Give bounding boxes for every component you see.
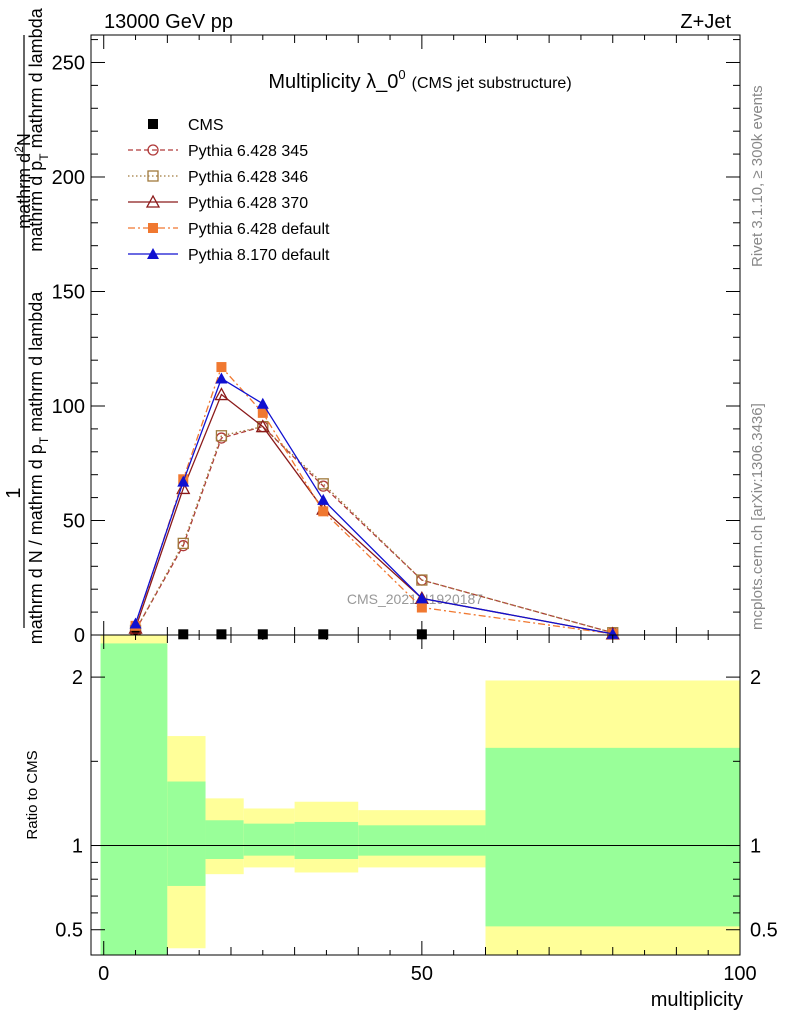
y-tick-label: 100 bbox=[52, 396, 85, 418]
main-series bbox=[128, 362, 620, 640]
x-axis-label: multiplicity bbox=[651, 989, 743, 1011]
main-y-axis-label: 1 mathrm d2N mathrm d pT mathrm d lambda… bbox=[3, 7, 51, 644]
ratio-bands bbox=[91, 635, 740, 955]
ratio-band-green bbox=[358, 825, 486, 856]
marker-triangle-open bbox=[214, 387, 229, 401]
x-tick-label: 0 bbox=[98, 963, 109, 985]
y-tick-label: 200 bbox=[52, 167, 85, 189]
ratio-band-green bbox=[294, 821, 359, 859]
legend-label: Pythia 6.428 370 bbox=[188, 195, 308, 212]
marker-square bbox=[216, 362, 227, 373]
marker-triangle bbox=[129, 617, 142, 629]
main-axis-ticks: 0 50 100 150 200 250 bbox=[52, 35, 741, 647]
watermark: CMS_2021_I1920187 bbox=[347, 591, 483, 607]
series-cms bbox=[130, 629, 618, 640]
marker-square bbox=[257, 629, 268, 640]
x-tick-label: 100 bbox=[723, 963, 756, 985]
marker-square bbox=[416, 602, 427, 613]
marker-triangle bbox=[606, 627, 619, 639]
legend-label: CMS bbox=[188, 117, 224, 134]
marker-square bbox=[178, 629, 189, 640]
marker-square-open bbox=[147, 170, 159, 182]
y-tick-label: 150 bbox=[52, 281, 85, 303]
ratio-y-tick-label: 2 bbox=[72, 667, 83, 689]
legend-label: Pythia 6.428 346 bbox=[188, 169, 308, 186]
marker-square-open bbox=[215, 430, 228, 442]
y-label-main-a: mathrm d N / mathrm d p bbox=[26, 444, 46, 644]
header-left-label: 13000 GeV pp bbox=[104, 11, 233, 33]
marker-triangle bbox=[317, 493, 330, 505]
series-pythia-8-170-default bbox=[129, 372, 619, 639]
y-tick-label: 0 bbox=[74, 625, 85, 647]
y-label-main-tail: mathrm d lambda bbox=[26, 291, 46, 437]
main-panel: Multiplicity λ_00(CMS jet substructure) … bbox=[52, 34, 741, 647]
marker-square bbox=[130, 629, 141, 640]
ratio-band-green bbox=[100, 643, 168, 955]
y-label-num-sup: 2 bbox=[12, 146, 26, 153]
marker-square bbox=[257, 407, 268, 418]
ratio-panel: 0.5 0.5 1 1 2 2 0 50 100 Ratio to CMS multiplici… bbox=[24, 634, 778, 1011]
y-label-main: mathrm d N / mathrm d pT mathrm d lambda bbox=[26, 291, 51, 644]
chart-title-sub: (CMS jet substructure) bbox=[412, 75, 572, 92]
legend-label: Pythia 6.428 default bbox=[188, 221, 330, 238]
y-label-top: 1 bbox=[3, 487, 25, 498]
chart-title-sup: 0 bbox=[398, 67, 405, 82]
ratio-band-green bbox=[485, 747, 740, 927]
marker-triangle bbox=[177, 475, 190, 487]
y-label-main-sub: T bbox=[37, 436, 51, 444]
marker-circle-open bbox=[147, 144, 159, 156]
y-label-den-tail: mathrm d lambda bbox=[26, 7, 46, 153]
ratio-y-tick-label-right: 0.5 bbox=[750, 920, 778, 942]
rivet-label: Rivet 3.1.10, ≥ 300k events bbox=[749, 85, 766, 267]
marker-triangle-open bbox=[176, 481, 191, 495]
y-label-den-sub: T bbox=[37, 153, 51, 161]
marker-square bbox=[318, 629, 329, 640]
ratio-y-label: Ratio to CMS bbox=[24, 750, 41, 839]
chart-title: Multiplicity λ_00 (CMS jet substructure) bbox=[268, 67, 571, 93]
mcplots-label: mcplots.cern.ch [arXiv:1306.3436] bbox=[749, 403, 766, 630]
ratio-y-tick-label: 1 bbox=[72, 836, 83, 858]
marker-triangle-open bbox=[255, 419, 270, 433]
ratio-band-green bbox=[243, 823, 295, 856]
chart-title-main: Multiplicity λ_0 bbox=[268, 71, 398, 93]
marker-square bbox=[318, 506, 329, 517]
marker-square-open bbox=[317, 478, 329, 490]
ratio-band-green bbox=[205, 820, 244, 859]
ratio-axis-ticks: 0.5 0.5 1 1 2 2 0 50 100 bbox=[55, 635, 778, 985]
y-label-denominator-top: mathrm d pT mathrm d lambda bbox=[26, 7, 51, 251]
marker-square bbox=[216, 629, 227, 640]
series-line bbox=[134, 425, 613, 634]
marker-square bbox=[416, 629, 427, 640]
ratio-y-tick-label-right: 1 bbox=[750, 836, 761, 858]
marker-triangle bbox=[415, 592, 428, 604]
marker-triangle bbox=[215, 372, 228, 384]
ratio-y-tick-label-right: 2 bbox=[750, 667, 761, 689]
legend: CMS Pythia 6.428 345 Pythia 6.428 346 Pythi… bbox=[128, 117, 330, 264]
marker-square-open bbox=[416, 574, 428, 586]
marker-square-open bbox=[177, 537, 189, 550]
y-tick-label: 250 bbox=[52, 52, 85, 74]
marker-triangle-open bbox=[145, 194, 161, 208]
marker-triangle bbox=[256, 397, 269, 409]
y-label-den-a: mathrm d p bbox=[26, 161, 46, 252]
ratio-panel-frame bbox=[90, 634, 741, 956]
header-right-label: Z+Jet bbox=[680, 11, 731, 33]
marker-square bbox=[148, 223, 158, 233]
marker-triangle bbox=[147, 248, 159, 259]
ratio-band-green bbox=[167, 781, 206, 886]
marker-square bbox=[148, 119, 158, 129]
legend-label: Pythia 6.428 345 bbox=[188, 143, 308, 160]
x-tick-label: 50 bbox=[411, 963, 433, 985]
ratio-y-tick-label: 0.5 bbox=[55, 920, 83, 942]
legend-label: Pythia 8.170 default bbox=[188, 247, 330, 264]
y-tick-label: 50 bbox=[63, 510, 85, 532]
